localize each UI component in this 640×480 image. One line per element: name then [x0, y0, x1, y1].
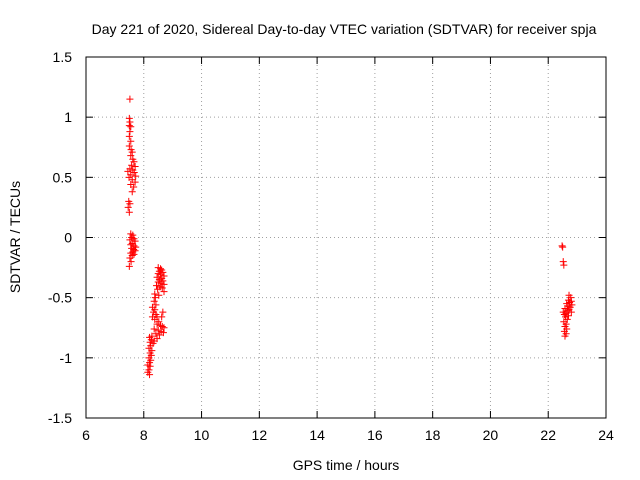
data-point — [567, 297, 575, 305]
data-point — [160, 288, 168, 296]
data-point — [158, 313, 166, 321]
x-tick-label: 14 — [309, 427, 325, 443]
data-point — [151, 294, 159, 302]
x-tick-label: 16 — [367, 427, 383, 443]
data-point — [127, 241, 135, 249]
x-tick-label: 8 — [140, 427, 148, 443]
x-tick-label: 18 — [425, 427, 441, 443]
data-point — [128, 161, 136, 169]
y-tick-label: 1 — [64, 109, 72, 125]
y-tick-label: -1.5 — [48, 410, 72, 426]
data-point — [127, 258, 135, 266]
data-point — [154, 326, 162, 334]
data-point — [125, 114, 133, 122]
data-point — [126, 254, 134, 262]
x-tick-label: 10 — [194, 427, 210, 443]
data-point — [126, 236, 134, 244]
data-point — [151, 315, 159, 323]
data-point — [158, 323, 166, 331]
data-point — [151, 290, 159, 298]
data-point — [124, 167, 132, 175]
data-point — [124, 203, 132, 211]
x-axis-label: GPS time / hours — [293, 457, 400, 473]
y-tick-label: -1 — [60, 350, 73, 366]
data-point — [150, 297, 158, 305]
data-point — [160, 280, 168, 288]
data-point — [561, 332, 569, 340]
data-point — [153, 320, 161, 328]
data-point — [130, 183, 138, 191]
data-point — [154, 278, 162, 286]
x-tick-label: 6 — [82, 427, 90, 443]
data-point — [567, 308, 575, 316]
y-tick-label: 0 — [64, 230, 72, 246]
axis-ticks — [85, 56, 607, 419]
data-point — [131, 178, 139, 186]
data-point — [126, 128, 134, 136]
data-point — [125, 122, 133, 130]
chart-title: Day 221 of 2020, Sidereal Day-to-day VTE… — [92, 21, 597, 37]
data-point — [126, 95, 134, 103]
data-point — [128, 148, 136, 156]
data-point — [159, 329, 167, 337]
data-point — [127, 152, 135, 160]
data-point — [152, 282, 160, 290]
data-point — [564, 312, 572, 320]
x-tick-label: 12 — [252, 427, 268, 443]
data-point — [146, 338, 154, 346]
data-point — [152, 330, 160, 338]
data-point — [150, 325, 158, 333]
data-point — [560, 261, 568, 269]
data-point — [157, 279, 165, 287]
x-tick-label: 22 — [540, 427, 556, 443]
x-tick-labels: 6 8 10 12 14 16 18 20 22 24 — [82, 427, 614, 443]
x-tick-label: 24 — [598, 427, 614, 443]
data-point — [559, 243, 567, 251]
data-point — [127, 123, 135, 131]
data-points — [124, 95, 576, 379]
y-tick-labels: -1.5 -1 -0.5 0 0.5 1 1.5 — [48, 49, 72, 426]
data-point — [132, 172, 140, 180]
data-point — [559, 258, 567, 266]
y-axis-label: SDTVAR / TECUs — [7, 181, 23, 293]
data-point — [125, 208, 133, 216]
data-point — [126, 200, 134, 208]
data-point — [146, 362, 154, 370]
data-point — [125, 262, 133, 270]
data-point — [146, 371, 154, 379]
data-point — [130, 158, 138, 166]
y-tick-label: 0.5 — [53, 169, 73, 185]
data-point — [128, 188, 136, 196]
x-tick-label: 20 — [483, 427, 499, 443]
data-point — [155, 331, 163, 339]
data-point — [159, 308, 167, 316]
data-point — [158, 284, 166, 292]
data-point — [131, 163, 139, 171]
data-point — [160, 324, 168, 332]
grid-lines — [86, 57, 606, 418]
data-point — [130, 250, 138, 258]
data-point — [558, 242, 566, 250]
data-point — [125, 132, 133, 140]
data-point — [125, 142, 133, 150]
y-tick-label: -0.5 — [48, 290, 72, 306]
data-point — [126, 118, 134, 126]
data-point — [127, 137, 135, 145]
y-tick-label: 1.5 — [53, 49, 73, 65]
data-point — [154, 285, 162, 293]
